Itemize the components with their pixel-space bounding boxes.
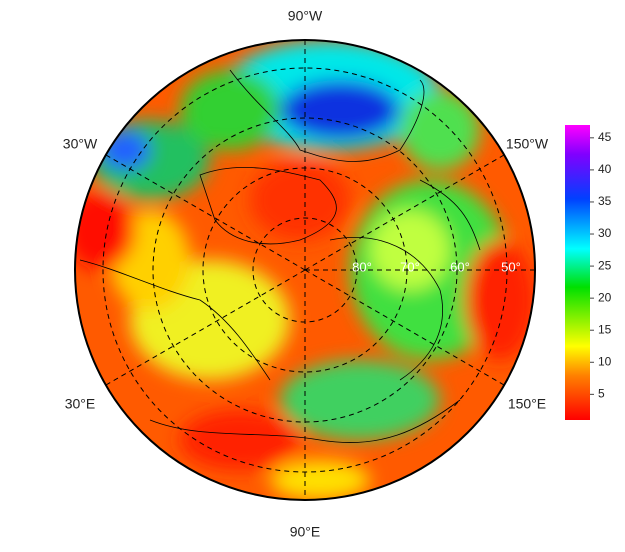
longitude-label: 30°W [63, 136, 98, 152]
latitude-label: 60° [450, 259, 470, 274]
longitude-label: 150°E [508, 396, 546, 412]
coastlines [79, 69, 481, 443]
latitude-label: 80° [352, 259, 372, 274]
colorbar-tick-label: 45 [598, 130, 612, 144]
latitude-label: 50° [501, 259, 521, 274]
colorbar-tick-label: 25 [598, 258, 612, 272]
colorbar-tick-label: 30 [598, 226, 612, 240]
colorbar-tick-label: 35 [598, 194, 612, 208]
colorbar-tick-label: 10 [598, 354, 612, 368]
colorbar-tick-label: 20 [598, 290, 612, 304]
colorbar-tick-label: 40 [598, 162, 612, 176]
latitude-label: 70° [400, 259, 420, 274]
map-border [74, 39, 536, 501]
colorbar-tick-label: 15 [598, 322, 612, 336]
longitude-label: 90°E [290, 524, 321, 540]
longitude-label: 150°W [506, 136, 549, 152]
longitude-label: 30°E [65, 396, 96, 412]
colorbar-tick-label: 5 [598, 387, 605, 401]
colorbar [565, 125, 590, 420]
field [75, 40, 535, 500]
graticule [102, 40, 535, 500]
longitude-label: 90°W [288, 8, 323, 24]
